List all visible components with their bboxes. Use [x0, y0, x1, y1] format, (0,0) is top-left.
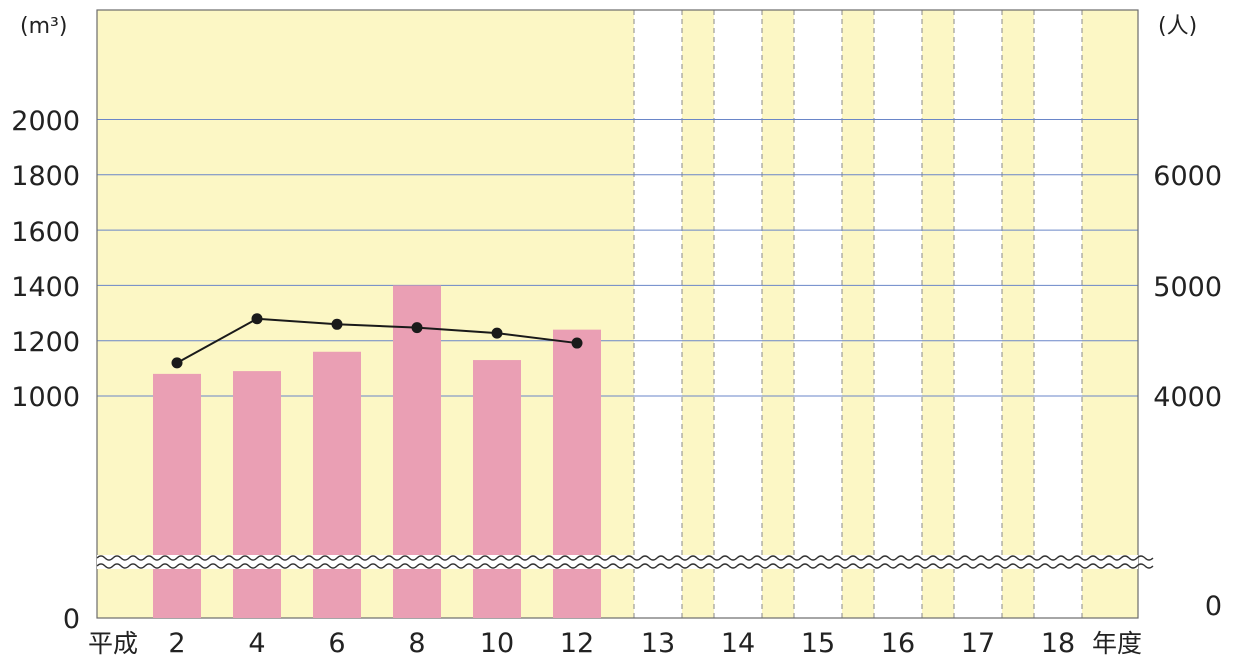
line-point-6: [331, 318, 343, 330]
year-stripe: [1002, 10, 1034, 618]
x-tick-label: 12: [560, 628, 594, 657]
x-tick-label: 17: [961, 628, 995, 657]
bar-4: [233, 371, 281, 618]
left-unit-label: (m³): [20, 14, 67, 39]
left-tick-label: 0: [63, 604, 80, 635]
x-suffix-label: 年度: [1092, 629, 1142, 657]
x-tick-label: 8: [408, 628, 425, 657]
x-prefix-label: 平成: [88, 629, 138, 657]
right-tick-label: 5000: [1153, 272, 1222, 303]
axis-break-gap: [97, 555, 1138, 569]
line-series: [176, 317, 578, 364]
x-tick-label: 10: [480, 628, 514, 657]
line-point-2: [171, 357, 183, 369]
right-tick-label: 6000: [1153, 161, 1222, 192]
line-point-4: [251, 313, 263, 325]
future-area: [634, 10, 1138, 618]
bar-10: [473, 360, 521, 618]
left-tick-label: 1600: [11, 217, 80, 248]
x-tick-label: 18: [1041, 628, 1075, 657]
left-tick-label: 1400: [11, 272, 80, 303]
bar-2: [153, 373, 201, 618]
line-point-8: [411, 322, 423, 334]
x-tick-label: 2: [168, 628, 185, 657]
plot-frame: [96, 9, 1139, 619]
x-tick-label: 4: [248, 628, 265, 657]
year-stripe: [682, 10, 714, 618]
x-tick-label: 6: [328, 628, 345, 657]
x-tick-label: 16: [881, 628, 915, 657]
left-tick-label: 1000: [11, 382, 80, 413]
bar-12: [553, 329, 601, 618]
right-unit-label: (人): [1158, 14, 1197, 39]
axis-break-line-lower: [96, 563, 1154, 569]
year-stripe: [1082, 10, 1138, 618]
left-tick-label: 1800: [11, 161, 80, 192]
line-point-10: [491, 327, 503, 339]
right-tick-label: 4000: [1153, 382, 1222, 413]
x-tick-label: 13: [641, 628, 675, 657]
year-stripe: [922, 10, 954, 618]
x-tick-label: 15: [801, 628, 835, 657]
bar-6: [313, 351, 361, 618]
axis-break-line-upper: [96, 555, 1154, 561]
year-stripe: [842, 10, 874, 618]
left-tick-label: 2000: [11, 106, 80, 137]
left-tick-label: 1200: [11, 327, 80, 358]
x-tick-label: 14: [721, 628, 755, 657]
right-tick-label: 0: [1205, 591, 1222, 622]
year-stripe: [762, 10, 794, 618]
line-point-12: [571, 337, 583, 349]
